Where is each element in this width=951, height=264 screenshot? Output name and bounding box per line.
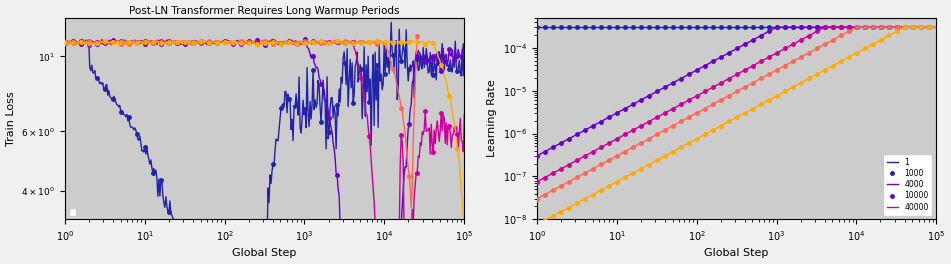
Y-axis label: Learning Rate: Learning Rate bbox=[487, 80, 497, 157]
Y-axis label: Train Loss: Train Loss bbox=[6, 91, 15, 146]
Legend:  bbox=[68, 208, 76, 215]
Title: Post-LN Transformer Requires Long Warmup Periods: Post-LN Transformer Requires Long Warmup… bbox=[129, 6, 399, 16]
X-axis label: Global Step: Global Step bbox=[232, 248, 297, 258]
X-axis label: Global Step: Global Step bbox=[705, 248, 768, 258]
Legend: 1, 1000, 4000, 10000, 40000: 1, 1000, 4000, 10000, 40000 bbox=[883, 154, 933, 215]
